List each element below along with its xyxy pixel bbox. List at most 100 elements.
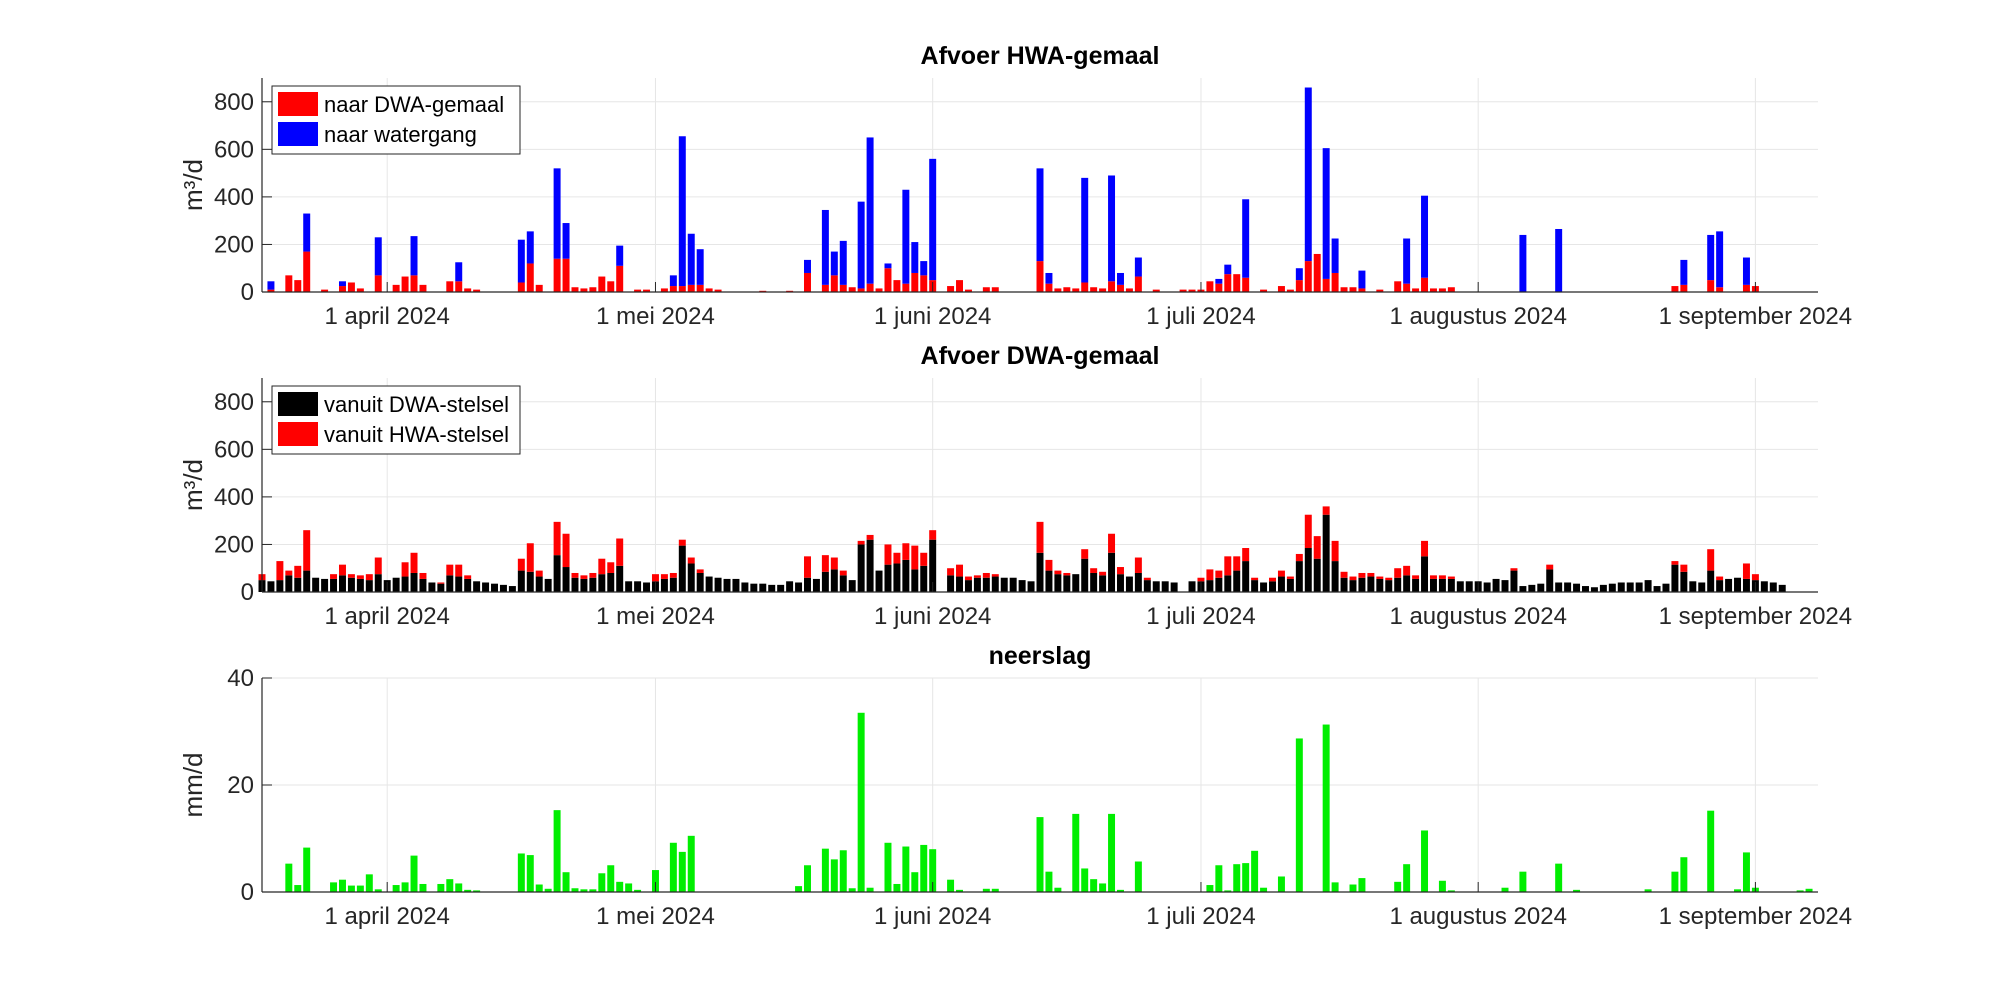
bar (1421, 830, 1429, 892)
bar-a (1242, 561, 1250, 592)
bar-b (920, 261, 928, 276)
bar-a (705, 288, 713, 292)
bar-b (553, 521, 561, 556)
bar-a (1599, 584, 1607, 592)
bar-b (1403, 238, 1411, 284)
y-tick-label: 0 (241, 279, 254, 306)
bar-a (294, 280, 302, 292)
bar-b (1251, 577, 1259, 581)
bar (285, 863, 293, 892)
bar-a (428, 582, 436, 592)
bar-a (893, 280, 901, 292)
bar-b (1447, 576, 1455, 579)
bar-a (1447, 578, 1455, 592)
bar-a (1286, 289, 1294, 292)
bar-b (821, 209, 829, 285)
bar-a (678, 286, 686, 292)
bar-a (1170, 582, 1178, 592)
bar (1707, 810, 1715, 892)
bar-a (1063, 287, 1071, 292)
bar (634, 889, 642, 892)
bar-a (848, 580, 856, 592)
bar-a (1045, 283, 1053, 292)
bar-a (508, 586, 516, 592)
bar (1215, 865, 1223, 892)
bar-a (821, 571, 829, 592)
bar-a (947, 286, 955, 292)
bar-a (920, 565, 928, 592)
bar-b (1349, 576, 1357, 581)
bar-a (1403, 575, 1411, 592)
bar-b (1358, 572, 1366, 578)
bar-b (571, 572, 579, 578)
bar-a (1662, 583, 1670, 592)
bar-a (1125, 288, 1133, 292)
bar (893, 883, 901, 892)
bar-a (1081, 558, 1089, 592)
bar-a (821, 284, 829, 292)
bar-b (616, 245, 624, 266)
bar-a (1707, 570, 1715, 592)
bar-a (499, 584, 507, 592)
bar-a (1027, 581, 1035, 592)
bar-a (973, 577, 981, 592)
bar-a (1742, 578, 1750, 592)
bar-b (607, 562, 615, 573)
bar-a (1233, 274, 1241, 292)
bar-b (982, 572, 990, 578)
bar-b (526, 543, 534, 572)
bar-a (580, 578, 588, 592)
bar-a (1349, 580, 1357, 592)
x-tick-label: 1 mei 2024 (596, 903, 715, 930)
bar-a (857, 544, 865, 592)
bar (338, 879, 346, 892)
bar-a (1465, 581, 1473, 592)
bar (1251, 850, 1259, 892)
bar (1045, 871, 1053, 892)
bar (651, 870, 659, 892)
bar-a (1295, 280, 1303, 292)
bar (330, 882, 338, 892)
bar-a (1108, 281, 1116, 292)
y-tick-label: 200 (214, 231, 254, 258)
bar-a (374, 275, 382, 292)
bar-b (267, 281, 275, 290)
bar-a (365, 580, 373, 592)
bar-b (839, 240, 847, 285)
bar-a (1081, 282, 1089, 292)
bar-b (804, 259, 811, 273)
bar-b (1385, 577, 1393, 581)
bar-b (1331, 540, 1339, 562)
bar-a (464, 578, 472, 592)
bar-a (1286, 578, 1294, 592)
bar-b (330, 574, 338, 579)
x-tick-label: 1 april 2024 (324, 603, 449, 630)
bar-b (911, 242, 919, 273)
bar (1072, 813, 1080, 892)
bar-a (1447, 287, 1455, 292)
bar-b (1108, 175, 1116, 282)
bar-a (1277, 286, 1285, 292)
bar-a (526, 263, 534, 292)
bar-a (991, 287, 999, 292)
bar-a (839, 284, 847, 292)
y-tick-label: 0 (241, 579, 254, 606)
bar-a (491, 583, 498, 592)
bar-b (893, 552, 901, 564)
bar-a (446, 575, 454, 592)
legend-label: vanuit DWA-stelsel (324, 392, 509, 417)
bar-b (1707, 549, 1715, 571)
bar-a (732, 578, 740, 592)
legend-label: naar DWA-gemaal (324, 92, 504, 117)
bar-b (1680, 564, 1688, 572)
bar-b (589, 572, 597, 578)
bar (956, 889, 964, 892)
bar-b (455, 564, 463, 577)
bar-a (1698, 582, 1706, 592)
bar-b (660, 574, 668, 579)
bar (473, 890, 481, 892)
bar-a (947, 575, 955, 592)
bar (1090, 879, 1098, 892)
bar (1260, 887, 1268, 892)
bar-b (356, 575, 364, 579)
